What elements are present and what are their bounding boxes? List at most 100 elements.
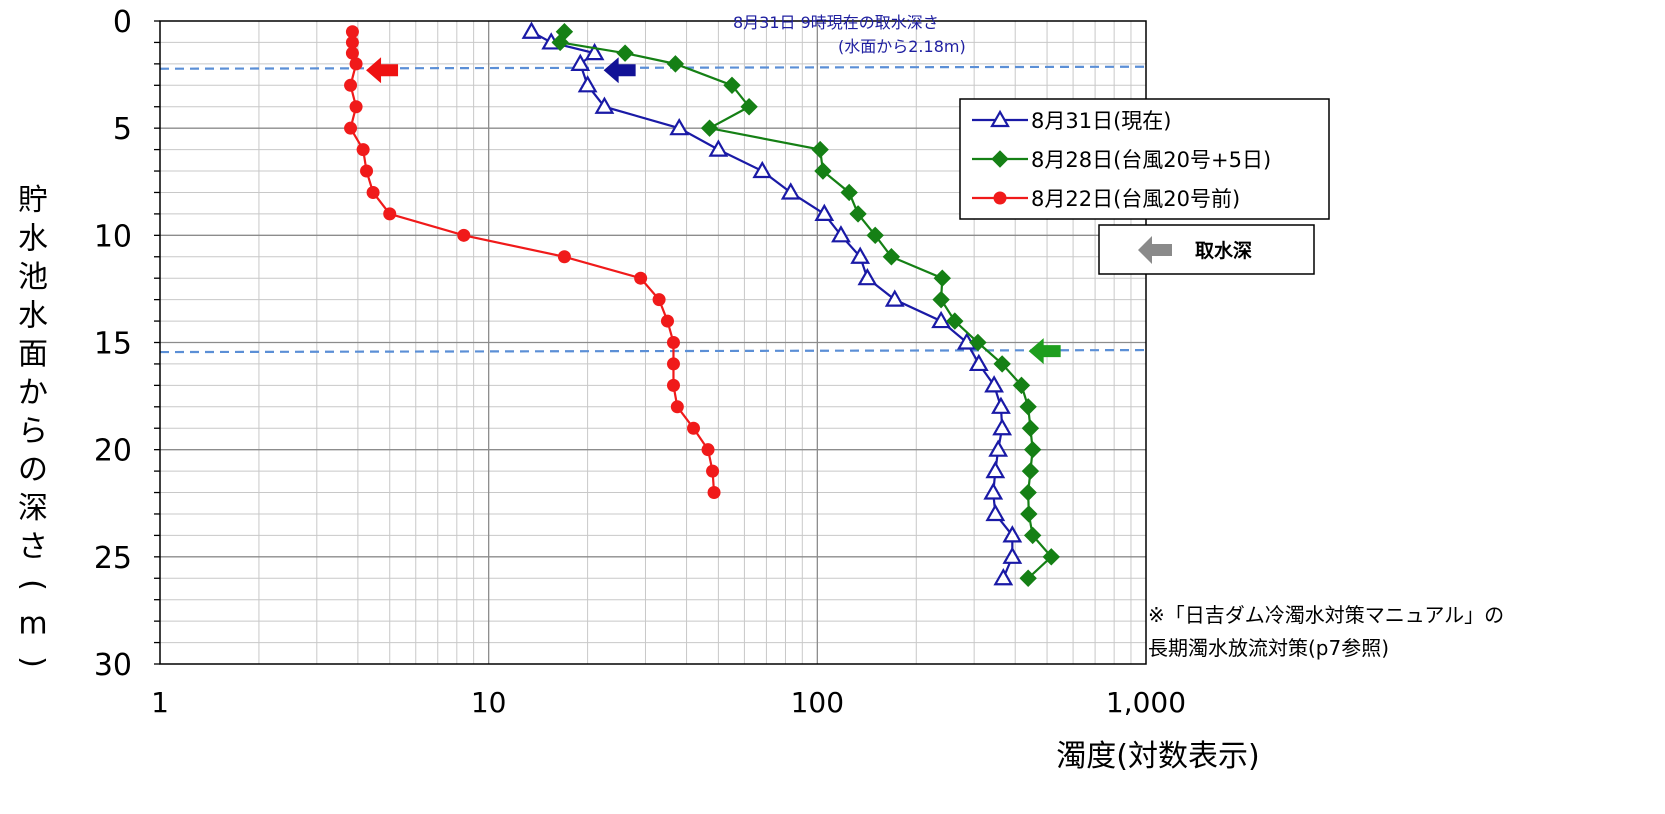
x-tick-label: 1,000 xyxy=(1106,686,1186,719)
y-tick-label: 20 xyxy=(94,434,132,469)
data-point xyxy=(984,375,1004,393)
y-tick-label: 15 xyxy=(94,327,132,362)
data-point xyxy=(706,464,720,478)
data-point xyxy=(1002,525,1023,543)
legend-swatch-marker xyxy=(993,191,1007,205)
data-point xyxy=(1019,398,1037,416)
data-point xyxy=(780,182,801,200)
series-line xyxy=(349,31,716,493)
data-point xyxy=(946,312,964,330)
data-point xyxy=(1020,505,1038,523)
data-point xyxy=(752,160,773,179)
legend-item: 8月31日(現在) xyxy=(972,109,1171,133)
data-point xyxy=(931,310,951,329)
data-point xyxy=(666,336,680,349)
legend-item: 8月28日(台風20号+5日) xyxy=(972,148,1271,172)
data-point xyxy=(1021,419,1040,437)
data-point xyxy=(1002,546,1023,564)
intake-legend-label: 取水深 xyxy=(1195,239,1252,262)
data-point xyxy=(884,289,905,307)
intake-arrow-icon xyxy=(1028,338,1061,365)
data-point xyxy=(1019,483,1037,502)
data-point xyxy=(666,55,685,73)
data-point xyxy=(366,185,380,199)
y-tick-label: 30 xyxy=(94,648,132,683)
data-point xyxy=(814,203,835,221)
y-axis-title-char: か xyxy=(18,376,48,411)
data-point xyxy=(594,96,615,114)
legend: 8月31日(現在) 8月28日(台風20号+5日) 8月22日(台風20号前) xyxy=(959,98,1330,220)
legend-swatch-marker xyxy=(991,150,1009,168)
plot-frame xyxy=(159,20,1147,665)
data-point xyxy=(557,250,571,264)
data-point xyxy=(985,460,1006,479)
intake-depth-line xyxy=(159,65,1146,70)
series-1 xyxy=(521,21,1023,586)
y-tick-labels: 0 5 10 15 20 25 30 xyxy=(94,5,132,683)
x-tick-label: 100 xyxy=(791,686,844,719)
legend-swatch-marker xyxy=(990,109,1010,128)
note-line2: 長期濁水放流対策(p7参照) xyxy=(1148,636,1389,660)
data-point xyxy=(666,378,680,392)
data-point xyxy=(850,246,871,264)
data-point xyxy=(669,117,690,136)
data-point xyxy=(570,53,591,71)
data-point xyxy=(988,439,1009,457)
data-point xyxy=(584,42,605,61)
data-point xyxy=(983,482,1004,500)
data-point xyxy=(932,290,950,309)
series-layer xyxy=(344,21,1060,587)
data-point xyxy=(993,355,1011,373)
y-axis-title-char: さ xyxy=(18,530,48,565)
data-point xyxy=(660,314,674,328)
series-2 xyxy=(551,23,1060,587)
data-point xyxy=(857,267,878,286)
data-point xyxy=(933,269,952,287)
y-axis-title-char: ら xyxy=(18,414,48,449)
y-tick-label: 10 xyxy=(94,219,132,254)
data-point xyxy=(723,76,741,95)
data-point xyxy=(866,226,884,245)
data-point xyxy=(687,421,701,435)
data-point xyxy=(670,400,684,414)
y-axis-title-char: ( xyxy=(15,579,50,591)
y-axis-title-char: 面 xyxy=(18,337,48,372)
data-point xyxy=(740,98,758,116)
y-axis-title-char: ) xyxy=(15,656,50,668)
data-point xyxy=(652,293,666,307)
data-point xyxy=(708,139,729,157)
x-tick-labels: 1 10 100 1,000 xyxy=(151,686,1186,719)
data-point xyxy=(1021,462,1040,480)
y-axis-title-char: の xyxy=(18,453,48,488)
data-point xyxy=(1023,526,1042,545)
data-point xyxy=(968,353,989,372)
data-point xyxy=(616,44,634,62)
data-point xyxy=(634,271,648,285)
y-axis-title-char: 貯 xyxy=(18,183,48,218)
y-axis-title-char: 深 xyxy=(18,491,48,526)
data-point xyxy=(360,164,374,178)
data-point xyxy=(521,21,542,39)
series-line xyxy=(530,30,1014,579)
intake-arrows xyxy=(366,57,1061,365)
x-tick-label: 10 xyxy=(471,686,507,719)
y-tick-label: 0 xyxy=(113,5,132,40)
x-axis-title: 濁度(対数表示) xyxy=(1056,739,1259,774)
data-point xyxy=(345,25,359,39)
data-point xyxy=(457,228,471,242)
data-point xyxy=(849,205,867,223)
intake-legend: 取水深 xyxy=(1098,224,1315,275)
data-point xyxy=(882,248,901,266)
data-point xyxy=(707,486,721,500)
data-point xyxy=(985,503,1006,522)
series-3 xyxy=(344,25,721,500)
legend-label: 8月31日(現在) xyxy=(1031,109,1171,133)
intake-depth-line xyxy=(159,348,1146,354)
legend-label: 8月28日(台風20号+5日) xyxy=(1031,148,1271,172)
data-point xyxy=(969,333,987,352)
note-line1: ※「日吉ダム冷濁水対策マニュアル」の xyxy=(1148,603,1504,627)
data-point xyxy=(840,183,858,202)
data-point xyxy=(344,121,358,135)
